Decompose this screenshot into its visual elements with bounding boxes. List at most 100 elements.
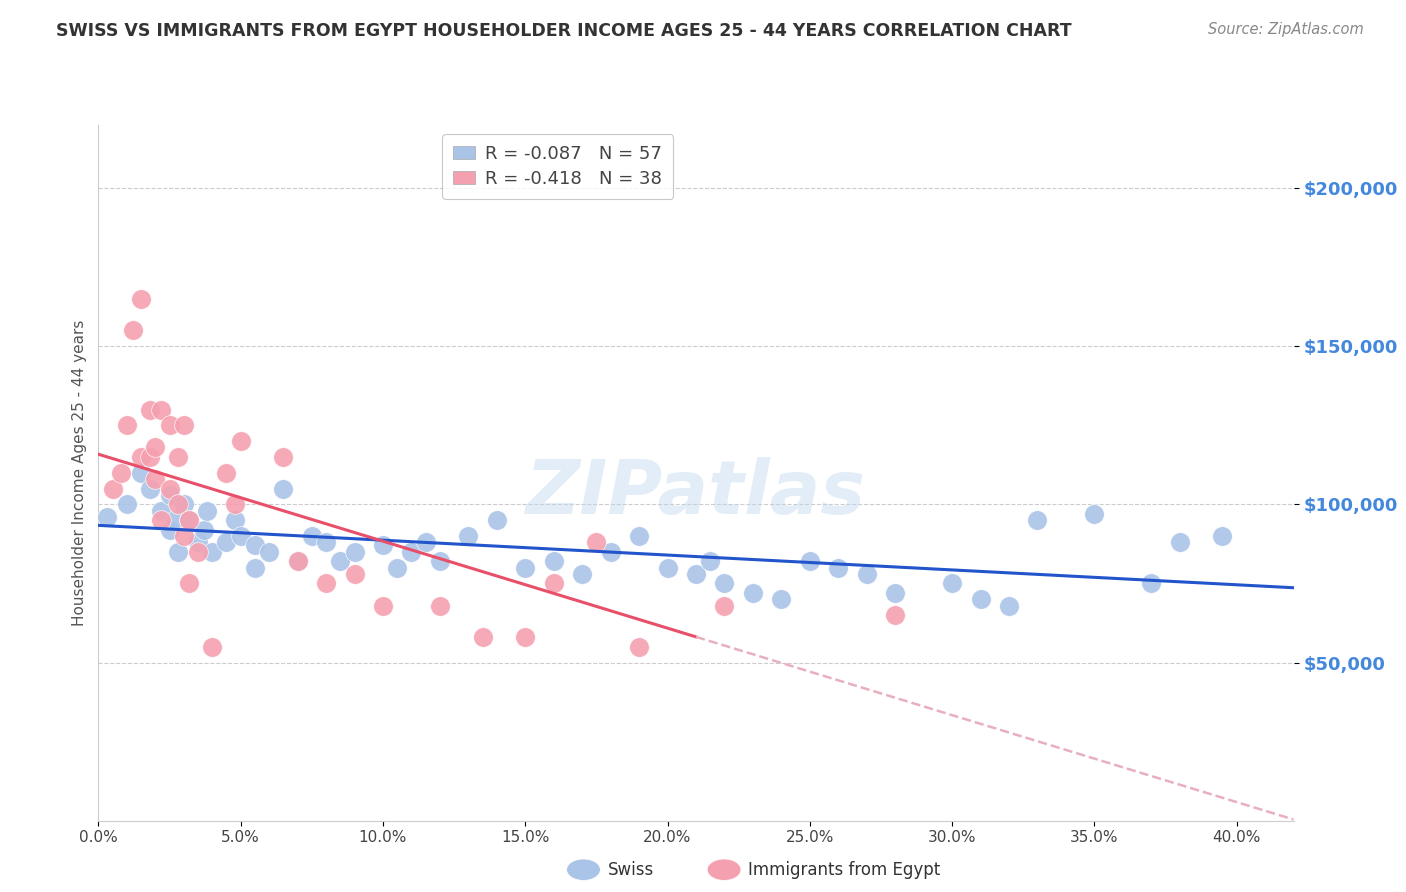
Point [167,545,190,559]
Point [401,545,423,559]
Point [159,488,181,502]
Point [713,576,735,591]
Point [884,608,907,623]
Point [1211,529,1233,543]
Point [115,497,138,511]
Point [96,510,118,524]
Point [201,640,224,654]
Point [657,560,679,574]
Point [173,418,195,433]
Point [224,497,246,511]
Point [215,466,238,480]
Point [215,535,238,549]
Point [179,576,201,591]
Point [273,482,295,496]
Point [415,535,437,549]
Point [1026,513,1049,527]
Point [201,545,224,559]
Point [571,566,593,581]
Point [628,640,651,654]
Point [224,513,246,527]
Point [371,539,394,553]
Point [159,482,181,496]
Point [855,566,877,581]
Point [699,554,721,568]
Point [179,513,201,527]
Point [515,630,537,644]
Point [770,592,793,607]
Point [371,599,394,613]
Point [429,554,451,568]
Point [150,402,173,417]
Point [827,560,849,574]
Point [121,323,143,337]
Point [799,554,821,568]
Point [343,545,366,559]
Point [129,450,152,464]
Point [195,504,218,518]
Point [543,576,565,591]
Point [110,466,132,480]
Point [998,599,1021,613]
Point [179,513,201,527]
Point [150,513,173,527]
Point [101,482,124,496]
Point [138,482,160,496]
Point [385,560,409,574]
Point [167,450,190,464]
Text: ZIPatlas: ZIPatlas [526,457,866,530]
Point [457,529,479,543]
Point [429,599,451,613]
Point [315,576,337,591]
Point [173,529,195,543]
Point [273,450,295,464]
Point [167,497,190,511]
Point [193,523,215,537]
Text: Swiss: Swiss [607,861,654,879]
Point [1140,576,1163,591]
Point [969,592,991,607]
Point [187,545,209,559]
Point [301,529,323,543]
Point [713,599,735,613]
Point [585,535,607,549]
Point [628,529,651,543]
Point [187,535,209,549]
Point [173,497,195,511]
Point [159,418,181,433]
Point [229,529,252,543]
Point [243,539,266,553]
Point [287,554,309,568]
Y-axis label: Householder Income Ages 25 - 44 years: Householder Income Ages 25 - 44 years [72,319,87,626]
Point [159,523,181,537]
Point [599,545,621,559]
Point [315,535,337,549]
Point [243,560,266,574]
Point [229,434,252,449]
Point [143,472,166,486]
Point [884,586,907,600]
Point [543,554,565,568]
Point [287,554,309,568]
Point [741,586,763,600]
Point [1083,507,1105,521]
Point [485,513,508,527]
Point [138,402,160,417]
Point [129,466,152,480]
Text: Source: ZipAtlas.com: Source: ZipAtlas.com [1208,22,1364,37]
Text: Immigrants from Egypt: Immigrants from Egypt [748,861,941,879]
Point [257,545,280,559]
Point [941,576,963,591]
Point [165,513,187,527]
Point [329,554,352,568]
Point [150,504,173,518]
Text: SWISS VS IMMIGRANTS FROM EGYPT HOUSEHOLDER INCOME AGES 25 - 44 YEARS CORRELATION: SWISS VS IMMIGRANTS FROM EGYPT HOUSEHOLD… [56,22,1071,40]
Point [138,450,160,464]
Point [143,441,166,455]
Point [129,292,152,306]
Point [1168,535,1191,549]
Point [685,566,707,581]
Legend: R = -0.087   N = 57, R = -0.418   N = 38: R = -0.087 N = 57, R = -0.418 N = 38 [441,134,673,199]
Point [515,560,537,574]
Point [115,418,138,433]
